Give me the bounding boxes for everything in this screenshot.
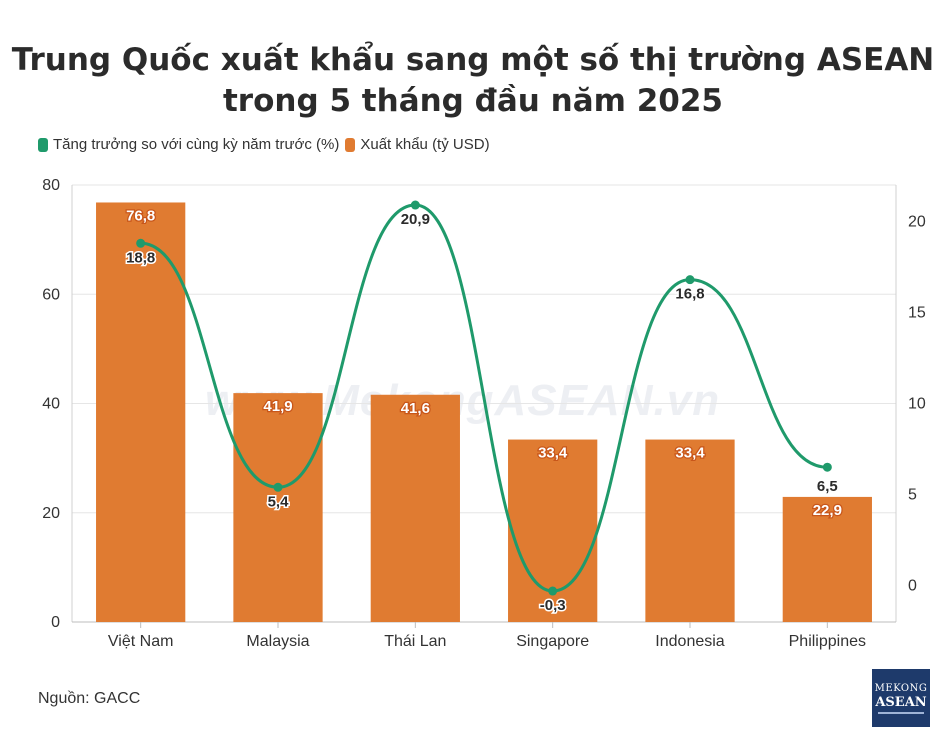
growth-point bbox=[822, 462, 832, 472]
x-tick-label: Malaysia bbox=[246, 633, 309, 650]
growth-value-label: 5,4 bbox=[268, 493, 290, 510]
x-tick-label: Philippines bbox=[789, 633, 866, 650]
y-right-tick-label: 0 bbox=[908, 578, 917, 595]
legend-item-export: Xuất khẩu (tỷ USD) bbox=[345, 136, 490, 153]
mekong-asean-logo: MEKONG ASEAN bbox=[872, 669, 930, 727]
x-tick-label: Việt Nam bbox=[108, 633, 174, 650]
bar-value-label: 41,9 bbox=[263, 398, 292, 415]
growth-value-label: 20,9 bbox=[401, 211, 430, 228]
source-note: Nguồn: GACC bbox=[38, 690, 141, 707]
chart-legend: Tăng trưởng so với cùng kỳ năm trước (%)… bbox=[38, 136, 496, 153]
y-left-tick-label: 60 bbox=[42, 286, 60, 303]
bar bbox=[370, 394, 460, 622]
x-tick-label: Indonesia bbox=[655, 633, 724, 650]
growth-point bbox=[410, 200, 420, 210]
growth-value-label: 16,8 bbox=[675, 286, 704, 303]
bar-value-label: 33,4 bbox=[675, 445, 705, 462]
growth-line bbox=[140, 203, 828, 593]
y-right-tick-label: 5 bbox=[908, 487, 917, 504]
legend-label-growth: Tăng trưởng so với cùng kỳ năm trước (%) bbox=[53, 136, 340, 153]
growth-point bbox=[548, 586, 558, 596]
bar bbox=[96, 202, 186, 623]
y-left-tick-label: 0 bbox=[51, 614, 60, 631]
chart-title: Trung Quốc xuất khẩu sang một số thị trư… bbox=[0, 40, 946, 122]
bar-value-label: 22,9 bbox=[813, 502, 842, 519]
y-right-tick-label: 20 bbox=[908, 213, 926, 230]
bar-value-label: 76,8 bbox=[126, 207, 155, 224]
growth-value-label: 18,8 bbox=[126, 249, 155, 266]
legend-item-growth: Tăng trưởng so với cùng kỳ năm trước (%) bbox=[38, 136, 339, 153]
x-tick-label: Thái Lan bbox=[384, 633, 446, 650]
y-right-tick-label: 10 bbox=[908, 396, 926, 413]
bar bbox=[233, 393, 323, 622]
chart-title-line1: Trung Quốc xuất khẩu sang một số thị trư… bbox=[11, 42, 935, 78]
bar-value-label: 33,4 bbox=[538, 445, 568, 462]
growth-point bbox=[685, 275, 695, 285]
logo-line1: MEKONG bbox=[874, 682, 928, 694]
bar-value-label: 41,6 bbox=[401, 400, 430, 417]
legend-swatch-export bbox=[345, 137, 356, 152]
y-left-tick-label: 20 bbox=[42, 505, 60, 522]
bar bbox=[645, 439, 735, 622]
y-left-tick-label: 40 bbox=[42, 396, 60, 413]
y-right-tick-label: 15 bbox=[908, 304, 926, 321]
logo-line2: ASEAN bbox=[875, 694, 927, 710]
legend-swatch-growth bbox=[38, 137, 48, 152]
logo-rule bbox=[878, 711, 924, 714]
growth-point bbox=[273, 482, 283, 492]
growth-point bbox=[136, 238, 146, 248]
y-left-tick-label: 80 bbox=[42, 177, 60, 194]
bar bbox=[782, 496, 872, 622]
x-tick-label: Singapore bbox=[516, 633, 589, 650]
legend-label-export: Xuất khẩu (tỷ USD) bbox=[360, 136, 490, 153]
chart-title-line2: trong 5 tháng đầu năm 2025 bbox=[222, 83, 723, 119]
growth-value-label: 6,5 bbox=[817, 478, 838, 495]
growth-value-label: -0,3 bbox=[540, 597, 566, 614]
